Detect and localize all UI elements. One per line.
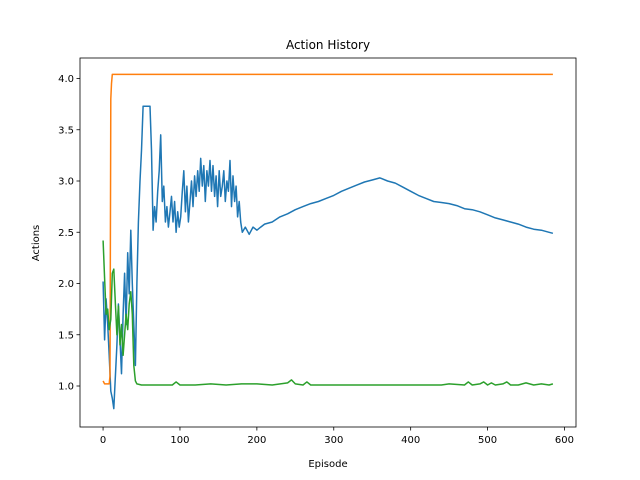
series-line-2 xyxy=(102,73,553,385)
y-tick-label: 2.5 xyxy=(58,228,74,239)
x-tick-label: 600 xyxy=(555,435,574,446)
x-tick-label: 200 xyxy=(247,435,266,446)
x-tick-label: 300 xyxy=(324,435,343,446)
axes-frame xyxy=(79,57,577,428)
y-tick-label: 2.0 xyxy=(58,279,74,290)
x-tick-label: 0 xyxy=(100,435,106,446)
series-line-3 xyxy=(102,240,554,386)
x-tick-label: 500 xyxy=(478,435,497,446)
x-axis: 0 100 200 300 400 500 600 xyxy=(100,427,574,446)
y-tick-label: 1.5 xyxy=(58,330,74,341)
y-tick-label: 4.0 xyxy=(58,74,74,85)
x-tick-label: 100 xyxy=(170,435,189,446)
plot-area xyxy=(102,73,554,410)
y-tick-label: 1.0 xyxy=(58,382,74,393)
y-axis-label: Actions xyxy=(31,225,42,262)
y-axis: 1.0 1.5 2.0 2.5 3.0 3.5 4.0 xyxy=(58,74,80,393)
y-tick-label: 3.0 xyxy=(58,177,74,188)
series-line-1 xyxy=(102,105,554,410)
x-axis-label: Episode xyxy=(308,459,347,470)
y-tick-label: 3.5 xyxy=(58,125,74,136)
x-tick-label: 400 xyxy=(401,435,420,446)
chart-title: Action History xyxy=(286,38,370,52)
